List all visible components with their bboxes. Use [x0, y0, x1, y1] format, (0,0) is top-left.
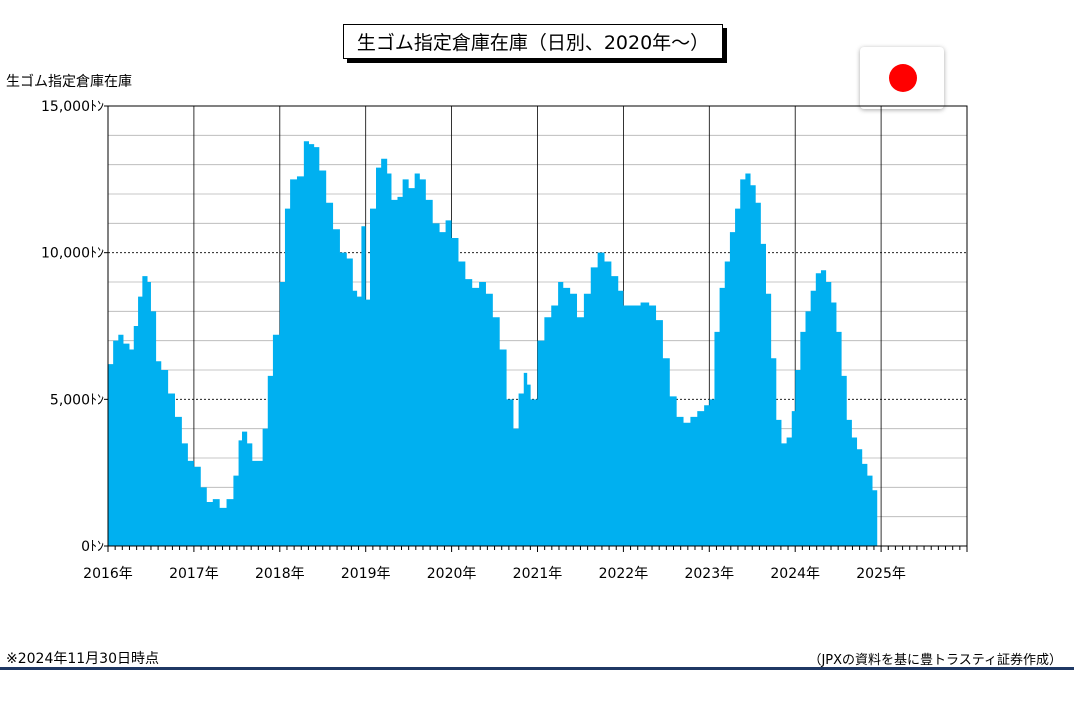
y-tick-label: 15,000ﾄﾝ [41, 99, 104, 115]
flag-sun-disc [889, 64, 917, 92]
x-tick-label: 2017年 [169, 566, 219, 582]
chart-title: 生ゴム指定倉庫在庫（日別、2020年～） [343, 24, 723, 59]
x-tick-label: 2023年 [684, 566, 734, 582]
area-layer [108, 141, 878, 546]
y-axis-label: 生ゴム指定倉庫在庫 [6, 74, 132, 90]
y-tick-label: 10,000ﾄﾝ [41, 246, 104, 262]
x-tick-label: 2019年 [341, 566, 391, 582]
x-tick-label: 2021年 [513, 566, 563, 582]
x-tick-label: 2018年 [255, 566, 305, 582]
axis-layer [104, 105, 968, 552]
x-tick-label: 2022年 [599, 566, 649, 582]
x-tick-label: 2025年 [856, 566, 906, 582]
x-tick-label: 2016年 [83, 566, 133, 582]
x-tick-label: 2020年 [427, 566, 477, 582]
stock-area-series [108, 141, 878, 546]
x-tick-label: 2024年 [770, 566, 820, 582]
bottom-divider [0, 667, 1074, 670]
source-credit: （JPXの資料を基に豊トラスティ証券作成） [808, 653, 1062, 668]
stock-chart: 0ﾄﾝ 5,000ﾄﾝ 10,000ﾄﾝ 15,000ﾄﾝ 2016年 2017年 2018… [41, 99, 968, 582]
chart-title-text: 生ゴム指定倉庫在庫（日別、2020年～） [356, 32, 710, 54]
label-layer: 0ﾄﾝ 5,000ﾄﾝ 10,000ﾄﾝ 15,000ﾄﾝ 2016年 2017年 2018… [41, 99, 906, 582]
footnote-date: ※2024年11月30日時点 [6, 651, 159, 667]
y-tick-label: 5,000ﾄﾝ [50, 392, 104, 408]
y-tick-label: 0ﾄﾝ [81, 539, 104, 555]
japan-flag-icon [860, 47, 944, 109]
